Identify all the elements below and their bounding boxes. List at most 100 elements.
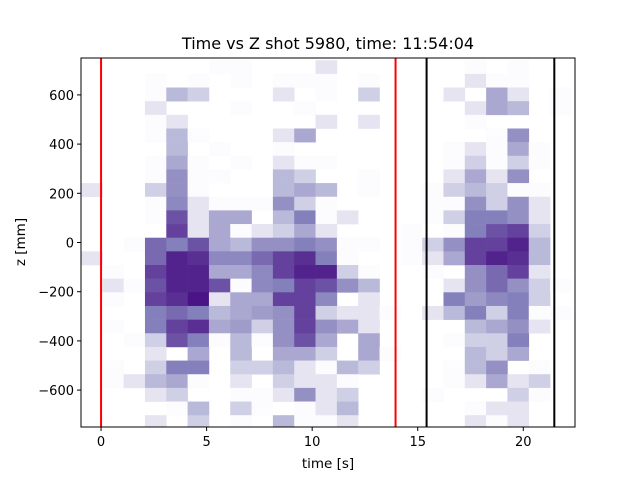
heatmap-cell (315, 374, 338, 389)
heatmap-cell (294, 155, 316, 170)
heatmap-cell (464, 251, 487, 266)
heatmap-cell (251, 278, 274, 293)
heatmap-cell (272, 374, 295, 389)
heatmap-cell (315, 183, 338, 198)
heatmap-cell (187, 73, 210, 88)
heatmap-cell (166, 155, 188, 170)
heatmap-cell (507, 401, 530, 416)
heatmap-cell (187, 237, 210, 252)
heatmap-cell (528, 387, 551, 402)
heatmap-cell (443, 360, 466, 375)
heatmap-cell (294, 210, 316, 225)
heatmap-cell (315, 387, 338, 402)
heatmap-cell (358, 114, 380, 129)
heatmap-cell (507, 265, 530, 279)
heatmap-cell (464, 196, 487, 211)
heatmap-cell (315, 60, 338, 75)
heatmap-cell (315, 360, 338, 375)
heatmap-cell (166, 278, 188, 293)
heatmap-cell (507, 346, 530, 361)
heatmap-cell (144, 305, 167, 320)
y-tick-label: −200 (38, 286, 74, 301)
heatmap-cell (144, 183, 167, 198)
heatmap-cell (443, 224, 466, 239)
heatmap-cell (272, 210, 295, 225)
x-axis-label: time [s] (302, 456, 354, 472)
heatmap-cell (230, 210, 252, 225)
heatmap-cell (294, 387, 316, 402)
heatmap-cell (358, 333, 380, 348)
heatmap-cell (507, 87, 530, 102)
heatmap-cell (272, 387, 295, 402)
heatmap-cell (528, 155, 551, 170)
heatmap-cell (486, 155, 508, 170)
heatmap-cell (144, 360, 167, 375)
heatmap-cell (464, 415, 487, 427)
heatmap-cell (144, 87, 167, 102)
heatmap-cell (166, 333, 188, 348)
heatmap-cell (230, 155, 252, 170)
heatmap-cell (208, 237, 231, 252)
heatmap-cell (528, 265, 551, 279)
heatmap-cell (315, 319, 338, 334)
heatmap-cell (315, 278, 338, 293)
heatmap-cell (464, 265, 487, 279)
heatmap-cell (507, 101, 530, 116)
heatmap-cell (486, 101, 508, 116)
heatmap-cell (294, 128, 316, 143)
heatmap-cell (144, 210, 167, 225)
heatmap-cell (336, 237, 359, 252)
heatmap-cell (166, 128, 188, 143)
heatmap-cell (251, 319, 274, 334)
heatmap-cell (144, 278, 167, 293)
heatmap-cell (166, 183, 188, 198)
heatmap-cell (464, 292, 487, 307)
heatmap-cell (294, 415, 316, 427)
heatmap-cell (507, 169, 530, 184)
heatmap-cell (422, 237, 444, 252)
heatmap-cell (81, 251, 103, 266)
heatmap-cell (464, 60, 487, 75)
heatmap-cell (230, 346, 252, 361)
heatmap-cell (144, 333, 167, 348)
heatmap-cell (507, 142, 530, 157)
heatmap-cell (166, 114, 188, 129)
heatmap-cell (272, 360, 295, 375)
heatmap-cell (358, 305, 380, 320)
heatmap-cell (443, 278, 466, 293)
heatmap-cell (358, 292, 380, 307)
heatmap-cell (144, 319, 167, 334)
heatmap-cell (187, 155, 210, 170)
heatmap-cell (230, 401, 252, 416)
heatmap-cell (315, 237, 338, 252)
heatmap-cell (464, 360, 487, 375)
heatmap-cell (358, 73, 380, 88)
heatmap-cell (272, 155, 295, 170)
heatmap-cell (422, 251, 444, 266)
heatmap-cell (486, 210, 508, 225)
heatmap-cell (208, 251, 231, 266)
heatmap-cell (272, 87, 295, 102)
heatmap-cell (166, 196, 188, 211)
heatmap-cell (422, 305, 444, 320)
heatmap-cell (144, 169, 167, 184)
heatmap-cell (315, 196, 338, 211)
heatmap-cell (294, 224, 316, 239)
x-tick-label: 0 (97, 435, 105, 450)
heatmap-cell (358, 237, 380, 252)
heatmap-cell (272, 128, 295, 143)
heatmap-cell (379, 305, 402, 320)
heatmap-cell (315, 73, 338, 88)
heatmap-cell (102, 278, 124, 293)
heatmap-cell (208, 292, 231, 307)
heatmap-cell (187, 87, 210, 102)
heatmap-cell (315, 346, 338, 361)
heatmap-cell (208, 319, 231, 334)
heatmap-cell (187, 360, 210, 375)
heatmap-cell (507, 237, 530, 252)
heatmap-cell (230, 333, 252, 348)
heatmap-cell (507, 251, 530, 266)
heatmap-cell (528, 237, 551, 252)
heatmap-cell (486, 183, 508, 198)
heatmap-cell (166, 360, 188, 375)
